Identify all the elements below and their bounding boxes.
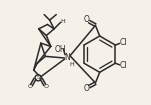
Text: N: N: [64, 53, 70, 62]
Text: O: O: [84, 84, 90, 93]
Text: O: O: [27, 84, 32, 89]
Text: O: O: [84, 15, 90, 24]
Text: H: H: [61, 19, 65, 24]
Text: Cl: Cl: [120, 61, 127, 70]
Text: S: S: [36, 75, 40, 80]
Text: O: O: [44, 84, 49, 89]
Text: H: H: [69, 62, 74, 67]
Text: OH: OH: [54, 45, 66, 54]
Text: Cl: Cl: [120, 38, 127, 47]
